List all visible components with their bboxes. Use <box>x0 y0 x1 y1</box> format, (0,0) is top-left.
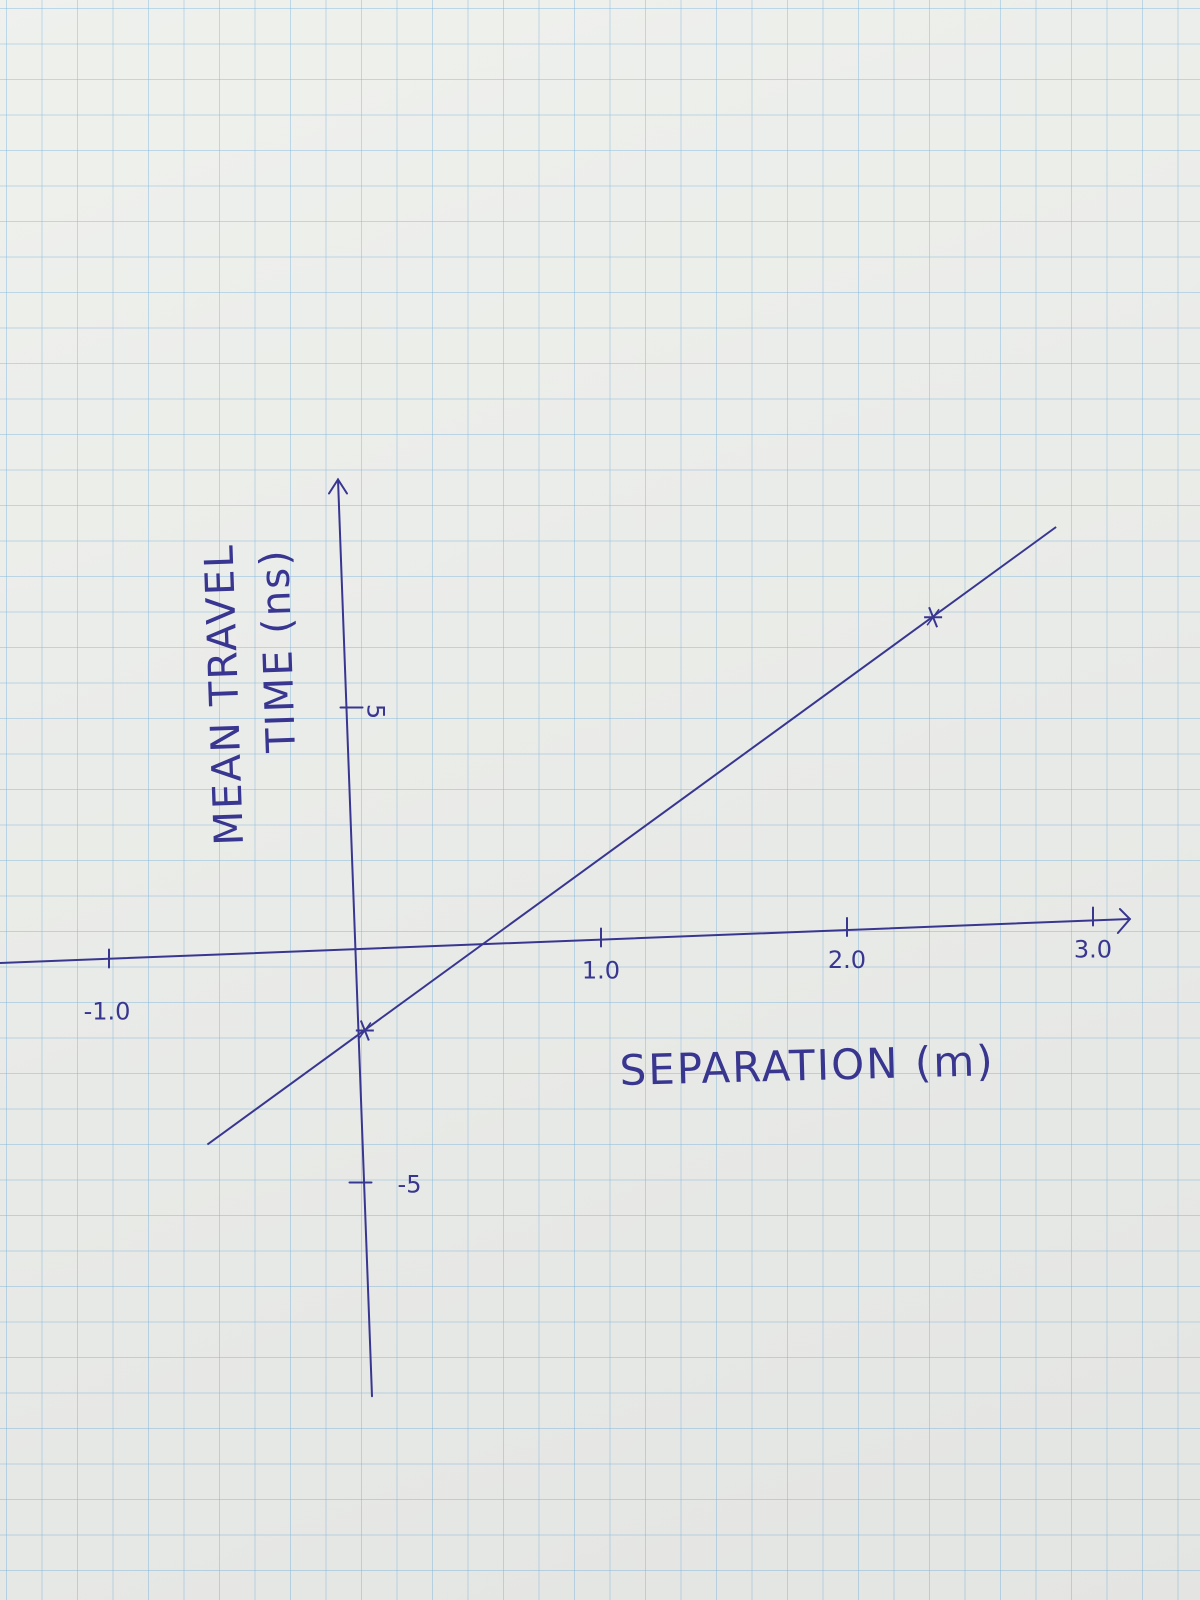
data-point-stroke <box>926 608 940 626</box>
y-axis-label-line2: TIME (ns) <box>252 548 305 755</box>
x-axis <box>0 918 1131 964</box>
x-tick-label: 2.0 <box>828 946 866 974</box>
tick-labels: -1.0 1.0 2.0 3.0 5 -5 <box>84 704 1113 1199</box>
fit-line <box>206 526 1057 1146</box>
data-point <box>924 606 943 628</box>
y-axis-label-line1: MEAN TRAVEL <box>196 543 253 847</box>
x-tick-label: 1.0 <box>582 957 620 985</box>
chart-axes <box>0 477 1132 1398</box>
x-axis-label: SEPARATION (m) <box>619 1036 995 1095</box>
data-point <box>355 1020 374 1041</box>
y-axis-arrowhead <box>328 477 348 495</box>
x-tick-label: 3.0 <box>1074 936 1112 964</box>
y-tick-label: -5 <box>398 1171 422 1199</box>
x-tick-label: -1.0 <box>84 998 131 1026</box>
data-point-stroke <box>358 1022 372 1039</box>
x-axis-arrowhead <box>1116 908 1132 934</box>
y-tick-label: 5 <box>362 704 390 719</box>
fit-line-group <box>206 526 1057 1146</box>
data-points <box>355 606 943 1041</box>
y-axis <box>337 478 373 1398</box>
